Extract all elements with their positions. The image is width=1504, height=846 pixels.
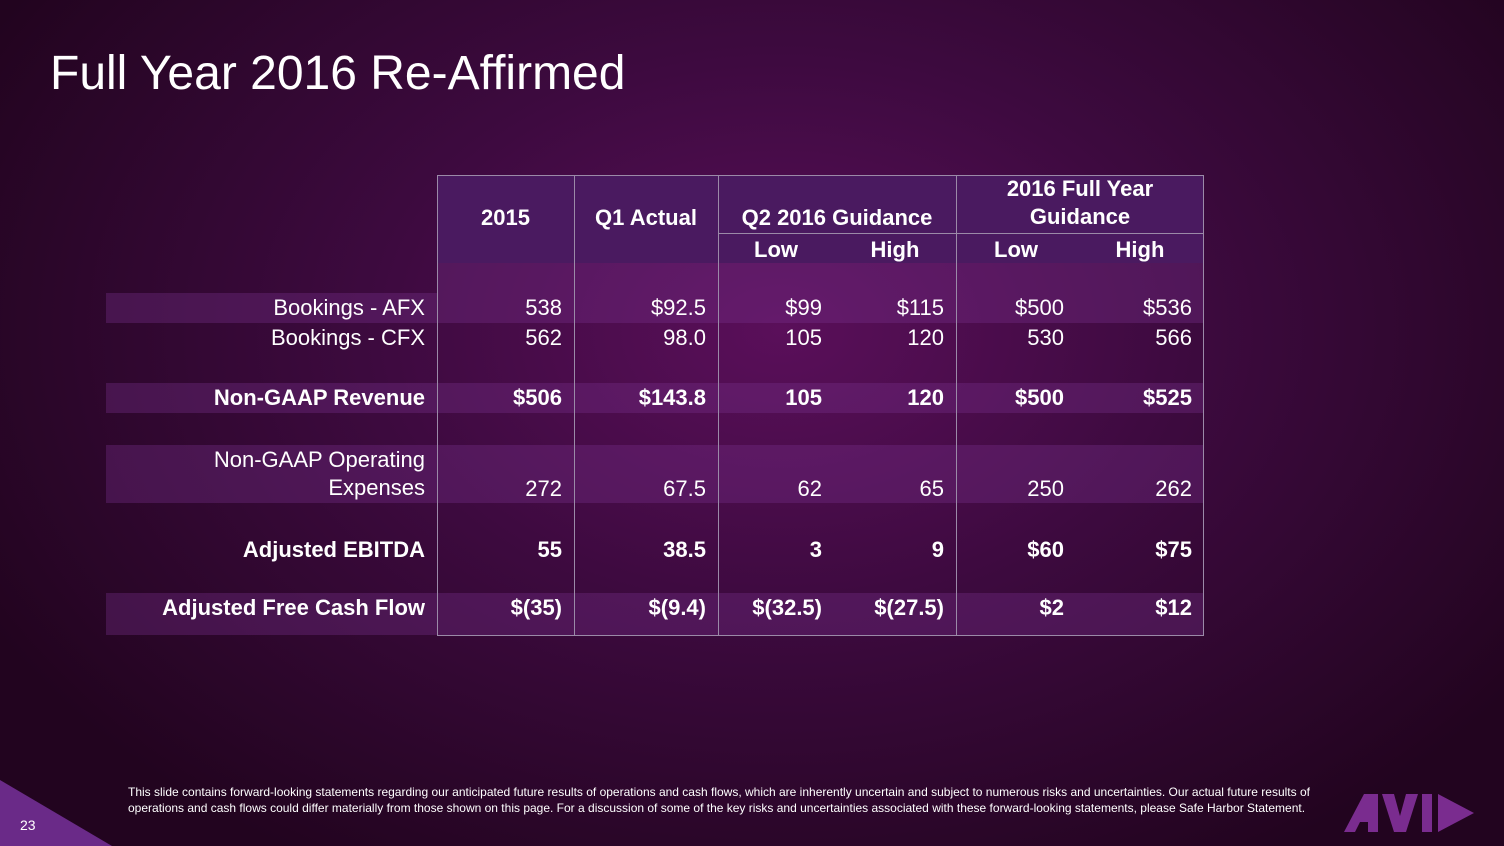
cell-2015: $506 [513, 385, 562, 410]
cell-q2-high: 120 [907, 325, 944, 350]
cell-fy-low: $2 [1039, 595, 1064, 620]
row-label: Adjusted EBITDA [242, 537, 425, 562]
table-row: Non-GAAP Operating Expenses 272 67.5 62 … [106, 445, 1204, 503]
header-fy-low: Low [994, 237, 1038, 262]
grid-line [956, 175, 957, 636]
grid-line [574, 175, 575, 636]
grid-line [437, 635, 1204, 636]
cell-q1: $143.8 [638, 385, 706, 410]
cell-2015: 272 [525, 476, 562, 501]
cell-2015: 538 [525, 295, 562, 320]
table-row: Non-GAAP Revenue $506 $143.8 105 120 $50… [106, 383, 1204, 413]
table-row: Bookings - CFX 562 98.0 105 120 530 566 [106, 323, 1204, 353]
table-row: Bookings - AFX 538 $92.5 $99 $115 $500 $… [106, 293, 1204, 323]
cell-fy-low: $500 [1015, 385, 1064, 410]
cell-fy-high: $536 [1143, 295, 1192, 320]
cell-fy-low: 250 [1027, 476, 1064, 501]
page-number: 23 [20, 817, 36, 833]
grid-line [1203, 175, 1204, 636]
cell-q2-low: $99 [785, 295, 822, 320]
disclaimer-text: This slide contains forward-looking stat… [128, 785, 1310, 815]
cell-q1: $92.5 [650, 295, 706, 320]
cell-fy-low: $60 [1027, 537, 1064, 562]
header-q2-low: Low [754, 237, 798, 262]
spacer-row [437, 263, 1204, 293]
cell-2015: 562 [525, 325, 562, 350]
cell-2015: 55 [537, 537, 562, 562]
grid-line [437, 175, 438, 636]
cell-q2-low: 105 [785, 385, 822, 410]
header-q2-guidance: Q2 2016 Guidance [741, 205, 933, 230]
row-label: Bookings - CFX [270, 325, 425, 350]
cell-q2-high: $115 [896, 295, 944, 320]
cell-q2-high: 65 [919, 476, 944, 501]
row-label: Bookings - AFX [273, 295, 425, 320]
row-label: Non-GAAP Revenue [213, 385, 425, 410]
cell-fy-low: $500 [1015, 295, 1064, 320]
cell-q2-low: 105 [785, 325, 822, 350]
slide-title: Full Year 2016 Re-Affirmed [50, 47, 626, 100]
header-q2-high: High [870, 237, 920, 262]
cell-q1: $(9.4) [648, 595, 706, 620]
cell-fy-high: $12 [1155, 595, 1192, 620]
table-row: Adjusted Free Cash Flow $(35) $(9.4) $(3… [106, 593, 1204, 635]
header-fy-guidance: 2016 Full Year Guidance [1006, 176, 1154, 229]
cell-fy-high: $525 [1143, 385, 1192, 410]
grid-line [437, 175, 1204, 176]
cell-q1: 67.5 [663, 476, 706, 501]
grid-line [718, 233, 1204, 234]
table-row: Adjusted EBITDA 55 38.5 3 9 $60 $75 [106, 535, 1204, 565]
cell-q2-high: $(27.5) [874, 595, 944, 620]
cell-q1: 98.0 [663, 325, 706, 350]
row-label: Adjusted Free Cash Flow [162, 595, 425, 620]
cell-2015: $(35) [510, 595, 562, 620]
cell-fy-low: 530 [1027, 325, 1064, 350]
row-label: Non-GAAP Operating Expenses [213, 447, 425, 500]
cell-q2-low: 62 [797, 476, 822, 501]
cell-q2-low: $(32.5) [752, 595, 822, 620]
cell-q2-low: 3 [809, 537, 822, 562]
avid-logo-icon [1344, 794, 1474, 832]
cell-fy-high: $75 [1155, 537, 1192, 562]
cell-q1: 38.5 [663, 537, 706, 562]
header-fy-high: High [1115, 237, 1165, 262]
page-corner-shape [0, 780, 112, 846]
cell-q2-high: 9 [931, 537, 944, 562]
header-background [437, 175, 1204, 263]
cell-fy-high: 262 [1155, 476, 1192, 501]
cell-fy-high: 566 [1155, 325, 1192, 350]
header-q1-actual: Q1 Actual [595, 205, 697, 230]
cell-q2-high: 120 [907, 385, 944, 410]
grid-line [718, 175, 719, 636]
header-2015: 2015 [481, 205, 530, 230]
